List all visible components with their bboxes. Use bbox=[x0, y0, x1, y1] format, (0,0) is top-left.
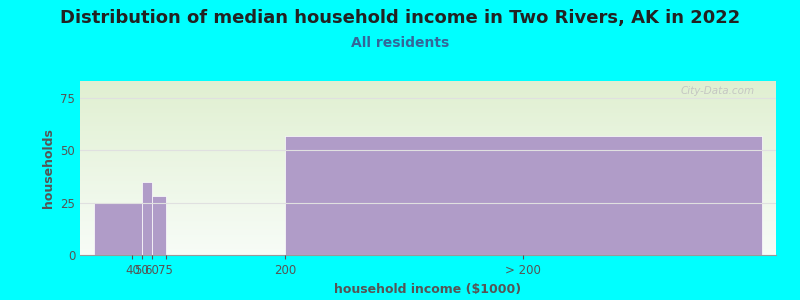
Text: Distribution of median household income in Two Rivers, AK in 2022: Distribution of median household income … bbox=[60, 9, 740, 27]
Bar bbox=[142, 182, 151, 255]
Text: All residents: All residents bbox=[351, 36, 449, 50]
Bar bbox=[94, 202, 142, 255]
X-axis label: household income ($1000): household income ($1000) bbox=[334, 283, 522, 296]
Text: City-Data.com: City-Data.com bbox=[681, 86, 755, 96]
Bar bbox=[285, 136, 762, 255]
Y-axis label: households: households bbox=[42, 128, 54, 208]
Bar bbox=[151, 196, 166, 255]
